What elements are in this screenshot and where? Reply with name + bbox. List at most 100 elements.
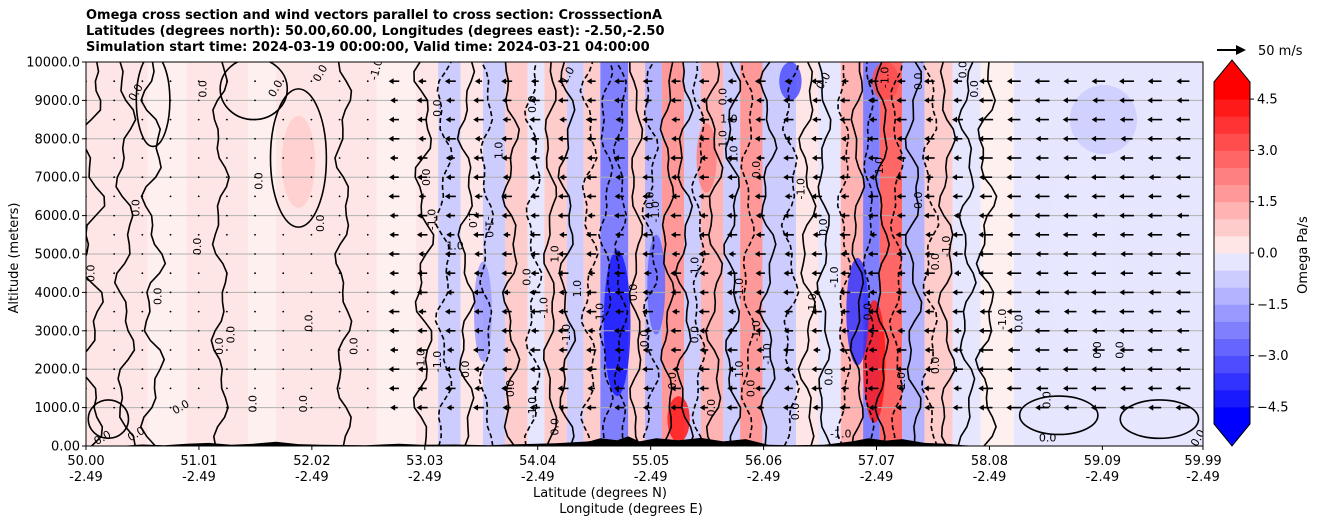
wind-vector-head bbox=[1063, 174, 1069, 181]
wind-vector-head bbox=[613, 212, 619, 219]
contour-label: 1.0 bbox=[414, 349, 427, 367]
wind-vector-head bbox=[839, 289, 845, 296]
wind-vector-head bbox=[812, 97, 818, 104]
wind-vector-head bbox=[727, 174, 733, 181]
wind-vector-head bbox=[1034, 78, 1040, 85]
wind-vector bbox=[254, 176, 256, 179]
wind-vector-head bbox=[978, 231, 984, 238]
wind-vector-head bbox=[1062, 97, 1068, 104]
wind-vector bbox=[254, 157, 256, 159]
wind-vector-head bbox=[1092, 97, 1098, 104]
wind-vector-head bbox=[811, 327, 817, 334]
wind-vector-head bbox=[642, 174, 648, 181]
wind-vector-head bbox=[783, 174, 789, 181]
wind-vector bbox=[366, 272, 369, 275]
wind-vector-head bbox=[501, 97, 507, 104]
contour-label: 0.0 bbox=[85, 264, 98, 282]
wind-vector-head bbox=[698, 308, 704, 315]
contour-label: 0.0 bbox=[968, 80, 981, 98]
contour-label: 1.0 bbox=[446, 239, 464, 252]
wind-vector-head bbox=[501, 327, 507, 334]
colorbar-tick-label: −4.5 bbox=[1257, 400, 1289, 415]
wind-vector-head bbox=[388, 135, 394, 142]
contour-label: 0.0 bbox=[420, 168, 433, 186]
contour-line bbox=[704, 62, 724, 446]
wind-vector-head bbox=[755, 385, 761, 392]
wind-vector-head bbox=[1176, 97, 1182, 104]
wind-vector-head bbox=[755, 116, 761, 123]
wind-vector bbox=[113, 349, 116, 351]
contour-label: 0.0 bbox=[504, 380, 517, 398]
contour-label: 0.0 bbox=[526, 95, 539, 113]
wind-vector bbox=[225, 329, 228, 332]
wind-vector-head bbox=[841, 78, 847, 85]
wind-vector-head bbox=[840, 327, 846, 334]
wind-vector bbox=[282, 137, 285, 140]
wind-vector-head bbox=[896, 308, 902, 315]
wind-vector bbox=[282, 157, 285, 159]
wind-vector-head bbox=[558, 308, 564, 315]
wind-vector-head bbox=[1034, 97, 1040, 104]
wind-vector bbox=[169, 214, 172, 217]
wind-vector bbox=[197, 233, 200, 236]
wind-vector-head bbox=[896, 251, 902, 257]
wind-vector-head bbox=[613, 155, 619, 161]
wind-vector-head bbox=[755, 270, 761, 277]
wind-vector-head bbox=[389, 270, 395, 277]
omega-contours bbox=[86, 62, 1200, 446]
wind-vector-head bbox=[812, 404, 818, 411]
wind-vector-head bbox=[698, 193, 704, 200]
reference-vector-key: 50 m/s bbox=[1217, 44, 1303, 59]
wind-vector-head bbox=[529, 231, 535, 238]
contour-line bbox=[478, 62, 495, 446]
wind-vector-head bbox=[1063, 212, 1069, 219]
wind-vector-head bbox=[1035, 270, 1041, 277]
wind-vector-head bbox=[586, 251, 592, 257]
colorbar-tick-label: −1.5 bbox=[1257, 298, 1289, 313]
wind-vector-head bbox=[587, 385, 593, 392]
wind-vector-head bbox=[585, 308, 591, 315]
wind-vector-head bbox=[978, 97, 984, 104]
wind-vector-head bbox=[671, 308, 677, 315]
wind-vector-head bbox=[754, 251, 760, 257]
wind-vector-head bbox=[388, 193, 394, 200]
wind-vector-head bbox=[559, 116, 565, 123]
contour-line bbox=[849, 62, 866, 446]
wind-vector bbox=[169, 80, 172, 83]
wind-vector-head bbox=[587, 270, 593, 277]
wind-vector-head bbox=[784, 78, 790, 85]
wind-vector-head bbox=[699, 327, 705, 334]
wind-vector-head bbox=[1006, 193, 1012, 200]
wind-vector bbox=[113, 99, 116, 102]
wind-vector-head bbox=[585, 116, 591, 123]
wind-vector bbox=[225, 176, 228, 179]
wind-vector-head bbox=[1034, 231, 1040, 238]
wind-vector-head bbox=[418, 135, 424, 142]
wind-vector-head bbox=[389, 289, 395, 296]
wind-vector-head bbox=[388, 366, 394, 373]
contour-label: 0.0 bbox=[929, 357, 942, 375]
wind-vector bbox=[338, 118, 341, 121]
colorbar-segment bbox=[1214, 218, 1250, 237]
wind-vector-head bbox=[1147, 231, 1153, 238]
wind-vector bbox=[113, 137, 116, 140]
wind-vector-head bbox=[445, 366, 451, 373]
wind-vector-head bbox=[1119, 404, 1125, 411]
wind-vector-head bbox=[643, 212, 649, 219]
wind-vector-head bbox=[756, 97, 762, 104]
wind-vector-head bbox=[1062, 347, 1068, 353]
wind-vector-head bbox=[614, 347, 620, 353]
wind-vector bbox=[169, 291, 172, 294]
wind-vector-head bbox=[812, 289, 818, 296]
wind-vector-head bbox=[978, 404, 984, 411]
wind-vector-head bbox=[1063, 193, 1069, 200]
colorbar-tick-label: 1.5 bbox=[1257, 195, 1278, 210]
wind-vector-head bbox=[811, 308, 817, 315]
wind-vector-head bbox=[1035, 289, 1041, 296]
wind-vector-head bbox=[472, 289, 478, 296]
wind-vector bbox=[366, 118, 369, 121]
wind-vector bbox=[338, 176, 341, 179]
wind-vector bbox=[197, 253, 200, 255]
contour-label: 0.0 bbox=[912, 72, 925, 90]
wind-vector bbox=[310, 406, 313, 409]
